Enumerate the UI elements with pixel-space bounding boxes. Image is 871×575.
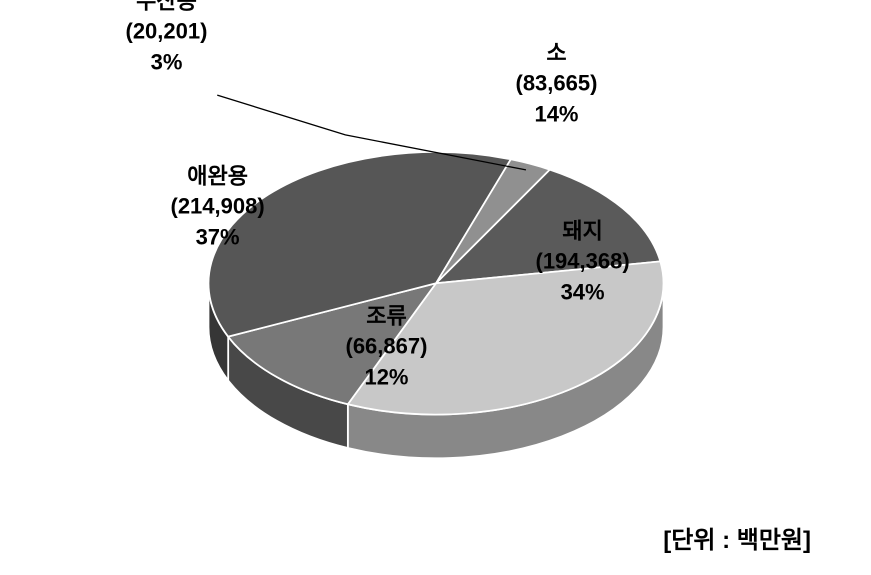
slice-percent: 12%	[346, 362, 428, 393]
slice-value: (20,201)	[126, 17, 208, 48]
slice-percent: 37%	[171, 222, 265, 253]
slice-label: 돼지(194,368)34%	[536, 216, 630, 308]
pie-chart-3d: 소(83,665)14%돼지(194,368)34%조류(66,867)12%애…	[156, 86, 716, 446]
slice-label: 소(83,665)14%	[516, 38, 598, 130]
slice-name: 조류	[346, 301, 428, 332]
slice-name: 수산용	[126, 0, 208, 17]
slice-value: (66,867)	[346, 332, 428, 363]
slice-value: (194,368)	[536, 247, 630, 278]
slice-percent: 3%	[126, 47, 208, 78]
slice-value: (214,908)	[171, 192, 265, 223]
slice-name: 애완용	[171, 161, 265, 192]
pie-body: 소(83,665)14%돼지(194,368)34%조류(66,867)12%애…	[156, 86, 716, 446]
slice-percent: 14%	[516, 99, 598, 130]
slice-label: 애완용(214,908)37%	[171, 161, 265, 253]
slice-label: 조류(66,867)12%	[346, 301, 428, 393]
slice-label: 수산용(20,201)3%	[126, 0, 208, 78]
pie-svg	[156, 86, 716, 506]
slice-percent: 34%	[536, 277, 630, 308]
unit-label: [단위 : 백만원]	[663, 520, 811, 555]
slice-name: 돼지	[536, 216, 630, 247]
slice-value: (83,665)	[516, 69, 598, 100]
slice-name: 소	[516, 38, 598, 69]
